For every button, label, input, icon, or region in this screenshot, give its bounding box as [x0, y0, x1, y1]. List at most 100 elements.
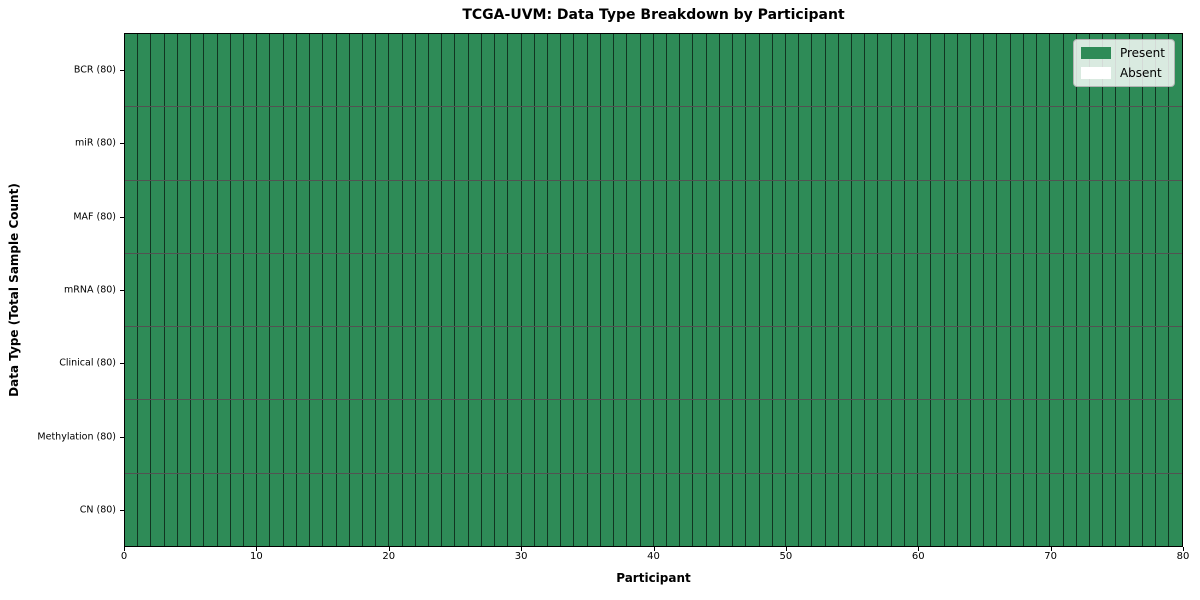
- heatmap-cell: [455, 180, 469, 253]
- heatmap-cell: [812, 473, 826, 546]
- heatmap-cell: [627, 473, 641, 546]
- heatmap-cell: [495, 34, 509, 107]
- heatmap-cell: [918, 400, 932, 473]
- heatmap-cell: [1116, 473, 1130, 546]
- heatmap-cell: [891, 253, 905, 327]
- heatmap-cell: [468, 180, 482, 253]
- heatmap-cell: [1050, 473, 1064, 546]
- heatmap-cell: [323, 180, 337, 253]
- heatmap-cell: [1156, 253, 1170, 327]
- heatmap-cell: [587, 180, 601, 253]
- heatmap-cell: [415, 473, 430, 546]
- heatmap-cell: [812, 327, 826, 400]
- heatmap-cell: [561, 473, 575, 546]
- heatmap-cell: [455, 253, 469, 327]
- heatmap-cell: [918, 34, 932, 107]
- heatmap-cell: [230, 400, 244, 473]
- heatmap-cell: [746, 107, 760, 180]
- heatmap-cell: [495, 473, 509, 546]
- heatmap-cell: [852, 107, 866, 180]
- heatmap-cell: [904, 107, 919, 180]
- heatmap-cell: [508, 253, 522, 327]
- heatmap-cell: [468, 107, 482, 180]
- heatmap-cell: [825, 34, 839, 107]
- heatmap-cell: [825, 473, 839, 546]
- heatmap-cell: [561, 180, 575, 253]
- heatmap-cell: [415, 107, 430, 180]
- heatmap-cell: [812, 180, 826, 253]
- heatmap-cell: [1023, 180, 1038, 253]
- heatmap-cell: [944, 34, 958, 107]
- heatmap-cell: [151, 253, 165, 327]
- heatmap-cell: [719, 473, 734, 546]
- heatmap-cell: [310, 180, 324, 253]
- heatmap-cell: [389, 473, 403, 546]
- heatmap-cell: [455, 400, 469, 473]
- heatmap-cell: [1103, 253, 1117, 327]
- heatmap-cell: [481, 107, 496, 180]
- heatmap-cell: [1023, 473, 1038, 546]
- heatmap-cell: [230, 107, 244, 180]
- heatmap-cell: [508, 400, 522, 473]
- heatmap-cell: [984, 107, 998, 180]
- heatmap-cell: [627, 400, 641, 473]
- heatmap-cell: [997, 107, 1011, 180]
- heatmap-cell: [270, 473, 284, 546]
- x-tick-label: 80: [1176, 551, 1190, 562]
- heatmap-cell: [455, 107, 469, 180]
- heatmap-cell: [191, 34, 205, 107]
- heatmap-cell: [878, 107, 892, 180]
- heatmap-cell: [283, 400, 297, 473]
- heatmap-cell: [1169, 107, 1182, 180]
- heatmap-cell: [944, 400, 958, 473]
- heatmap-cell: [746, 473, 760, 546]
- heatmap-cell: [971, 34, 985, 107]
- heatmap-cell: [1142, 400, 1157, 473]
- heatmap-cell: [164, 107, 178, 180]
- x-tick-label: 20: [382, 551, 396, 562]
- heatmap-cell: [521, 34, 535, 107]
- heatmap-cell: [495, 180, 509, 253]
- heatmap-cell: [243, 253, 258, 327]
- heatmap-cell: [362, 34, 377, 107]
- heatmap-cell: [415, 327, 430, 400]
- heatmap-cell: [746, 327, 760, 400]
- heatmap-cell: [772, 107, 786, 180]
- heatmap-cell: [468, 473, 482, 546]
- heatmap-cell: [614, 253, 628, 327]
- heatmap-cell: [785, 327, 800, 400]
- heatmap-cell: [257, 34, 271, 107]
- heatmap-cell: [362, 180, 377, 253]
- heatmap-cell: [415, 180, 430, 253]
- heatmap-cell: [508, 107, 522, 180]
- heatmap-cell: [376, 107, 390, 180]
- heatmap-cell: [481, 400, 496, 473]
- heatmap-cell: [1010, 34, 1024, 107]
- heatmap-cell: [349, 107, 363, 180]
- heatmap-cell: [257, 400, 271, 473]
- heatmap-cell: [230, 327, 244, 400]
- heatmap-cell: [151, 473, 165, 546]
- heatmap-cell: [362, 400, 377, 473]
- y-tick-label: BCR (80): [73, 64, 116, 76]
- heatmap-cell: [1050, 34, 1064, 107]
- heatmap-cell: [838, 473, 853, 546]
- heatmap-cell: [852, 327, 866, 400]
- heatmap-cell: [402, 253, 416, 327]
- heatmap-cell: [1089, 327, 1104, 400]
- heatmap-cell: [931, 400, 945, 473]
- heatmap-cell: [243, 473, 258, 546]
- heatmap-cell: [534, 180, 548, 253]
- heatmap-cell: [217, 473, 231, 546]
- heatmap-cell: [415, 400, 430, 473]
- heatmap-cell: [521, 107, 535, 180]
- heatmap-cell: [865, 107, 879, 180]
- heatmap-cell: [693, 180, 707, 253]
- heatmap-cell: [151, 327, 165, 400]
- heatmap-cell: [1169, 180, 1182, 253]
- heatmap-cell: [799, 34, 813, 107]
- heatmap-cell: [455, 473, 469, 546]
- heatmap-cell: [1116, 327, 1130, 400]
- heatmap-cell: [785, 400, 800, 473]
- heatmap-cell: [429, 473, 443, 546]
